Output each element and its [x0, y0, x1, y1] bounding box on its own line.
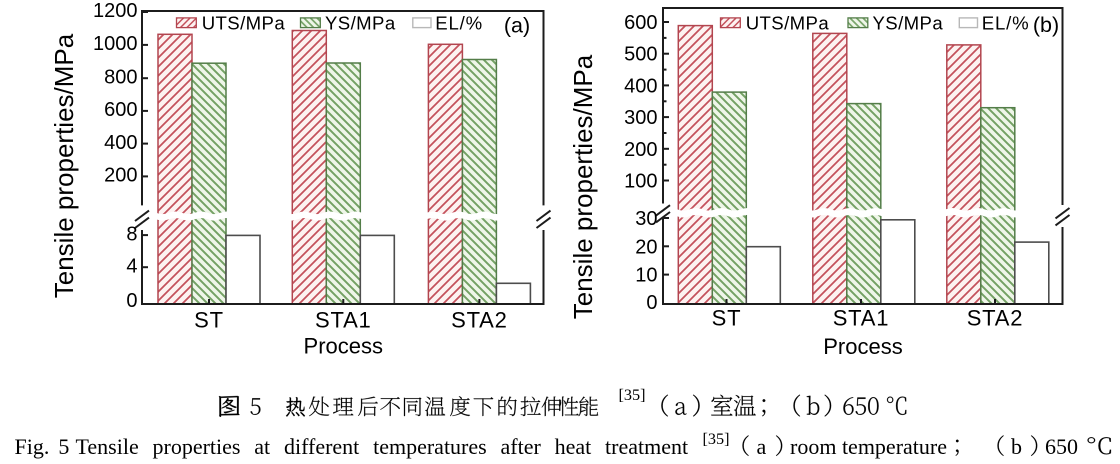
svg-text:STA2: STA2 — [967, 305, 1024, 330]
svg-text:Fig. 5: Fig. 5 — [15, 434, 70, 459]
svg-text:Tensile properties at differen: Tensile properties at different temperat… — [76, 434, 689, 459]
svg-text:Tensile properties/MPa: Tensile properties/MPa — [49, 33, 79, 298]
svg-text:10: 10 — [635, 265, 657, 287]
svg-text:20: 20 — [635, 236, 657, 258]
svg-text:500: 500 — [624, 44, 657, 66]
svg-text:400: 400 — [104, 132, 137, 154]
svg-text:a: a — [757, 434, 767, 459]
svg-text:100: 100 — [624, 171, 657, 193]
svg-text:200: 200 — [104, 165, 137, 187]
svg-text:600: 600 — [104, 99, 137, 121]
svg-text:400: 400 — [624, 75, 657, 97]
svg-text:[35]: [35] — [619, 386, 646, 404]
svg-text:4: 4 — [126, 255, 137, 277]
svg-text:1000: 1000 — [93, 33, 138, 55]
svg-text:room temperature: room temperature — [790, 434, 947, 459]
svg-text:STA1: STA1 — [833, 305, 890, 330]
svg-text:[35]: [35] — [703, 430, 730, 448]
svg-text:650: 650 — [1045, 434, 1078, 459]
svg-text:ST: ST — [194, 307, 224, 332]
svg-text:8: 8 — [126, 223, 137, 245]
svg-text:STA2: STA2 — [451, 307, 508, 332]
svg-text:Tensile properties/MPa: Tensile properties/MPa — [568, 54, 598, 319]
svg-text:UTS/MPa: UTS/MPa — [746, 12, 830, 33]
svg-text:200: 200 — [624, 139, 657, 161]
svg-text:(b): (b) — [1033, 13, 1059, 37]
svg-text:Process: Process — [823, 334, 902, 359]
svg-text:1200: 1200 — [93, 0, 138, 22]
svg-text:300: 300 — [624, 107, 657, 129]
svg-text:Process: Process — [304, 334, 383, 359]
svg-text:800: 800 — [104, 66, 137, 88]
svg-text:EL/%: EL/% — [435, 12, 483, 33]
svg-text:(a): (a) — [504, 14, 530, 38]
svg-text:0: 0 — [126, 290, 137, 312]
svg-text:YS/MPa: YS/MPa — [325, 12, 396, 33]
svg-text:STA1: STA1 — [315, 307, 372, 332]
svg-text:b: b — [1011, 434, 1022, 459]
svg-text:30: 30 — [635, 208, 657, 230]
svg-text:EL/%: EL/% — [982, 12, 1030, 33]
svg-text:600: 600 — [624, 12, 657, 34]
svg-text:0: 0 — [646, 292, 657, 314]
svg-text:YS/MPa: YS/MPa — [873, 12, 944, 33]
svg-text:ST: ST — [712, 305, 742, 330]
svg-text:UTS/MPa: UTS/MPa — [202, 12, 286, 33]
